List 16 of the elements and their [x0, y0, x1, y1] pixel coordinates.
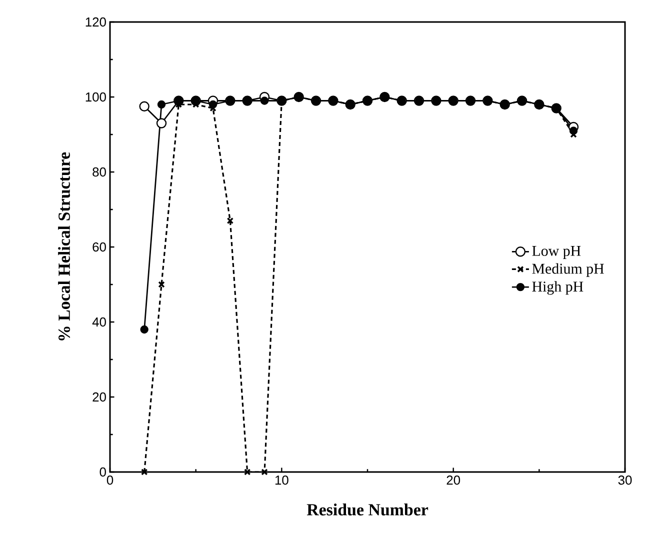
- x-axis-title: Residue Number: [306, 504, 428, 516]
- x-tick-label: 10: [275, 476, 288, 485]
- y-tick-label: 0: [100, 467, 106, 477]
- y-axis-title: % Local Helical Structure: [58, 152, 70, 340]
- legend-label: High pH: [532, 281, 584, 295]
- y-tick-label: 20: [92, 392, 106, 402]
- x-tick-label: 30: [618, 476, 632, 485]
- y-tick-label: 120: [86, 17, 106, 27]
- y-tick-label: 80: [92, 167, 106, 177]
- legend-label: Medium pH: [532, 263, 604, 277]
- y-tick-label: 40: [92, 317, 106, 327]
- x-tick-label: 20: [446, 476, 460, 485]
- legend-label: Low pH: [532, 246, 581, 259]
- y-tick-label: 60: [92, 242, 106, 252]
- y-tick-label: 100: [86, 92, 106, 102]
- x-tick-label: 0: [106, 476, 114, 485]
